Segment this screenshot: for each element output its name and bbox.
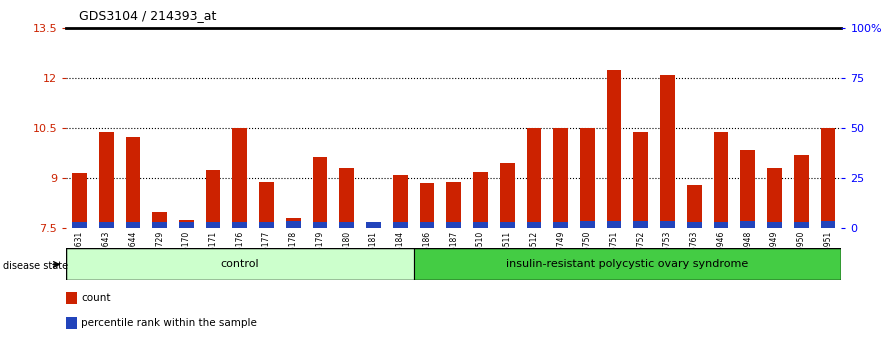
Bar (72, 222, 87, 228)
Bar (233, 222, 248, 228)
Bar (553, 222, 568, 228)
Bar (527, 222, 541, 228)
Bar (447, 222, 461, 228)
Bar (527, 129, 541, 228)
Bar (339, 169, 354, 228)
Bar (553, 129, 568, 228)
Bar (99, 132, 114, 228)
Bar (633, 221, 648, 228)
Bar (99, 222, 114, 228)
Text: count: count (81, 293, 110, 303)
Bar (126, 137, 140, 228)
Bar (660, 221, 675, 228)
Bar (339, 222, 354, 228)
Bar (419, 222, 434, 228)
Text: control: control (220, 259, 259, 269)
Bar (313, 157, 328, 228)
Bar (286, 218, 300, 228)
Bar (794, 222, 809, 228)
Bar (740, 221, 755, 228)
Bar (447, 182, 461, 228)
Bar (179, 222, 194, 228)
Bar (366, 225, 381, 228)
Bar (607, 70, 621, 228)
Bar (500, 163, 515, 228)
Bar (366, 222, 381, 228)
Bar (152, 222, 167, 228)
Bar (419, 183, 434, 228)
FancyBboxPatch shape (66, 248, 413, 280)
Bar (473, 172, 488, 228)
Bar (687, 222, 701, 228)
Bar (714, 222, 729, 228)
Bar (607, 221, 621, 228)
Bar (152, 212, 167, 228)
Bar (820, 221, 835, 228)
Bar (206, 170, 220, 228)
Bar (313, 222, 328, 228)
Bar (206, 222, 220, 228)
Text: percentile rank within the sample: percentile rank within the sample (81, 318, 257, 328)
Bar (259, 182, 274, 228)
Bar (580, 221, 595, 228)
Bar (660, 75, 675, 228)
Bar (767, 222, 781, 228)
Bar (393, 222, 408, 228)
Bar (233, 129, 248, 228)
Bar (126, 222, 140, 228)
Bar (393, 175, 408, 228)
Bar (794, 155, 809, 228)
Bar (580, 129, 595, 228)
Bar (473, 222, 488, 228)
Bar (740, 150, 755, 228)
Text: GDS3104 / 214393_at: GDS3104 / 214393_at (79, 9, 217, 22)
Bar (259, 222, 274, 228)
Bar (714, 132, 729, 228)
Text: disease state: disease state (3, 261, 68, 271)
Bar (286, 221, 300, 228)
Bar (500, 222, 515, 228)
Bar (767, 169, 781, 228)
Text: insulin-resistant polycystic ovary syndrome: insulin-resistant polycystic ovary syndr… (507, 259, 749, 269)
Bar (687, 185, 701, 228)
Bar (633, 132, 648, 228)
FancyBboxPatch shape (413, 248, 841, 280)
Bar (179, 220, 194, 228)
Bar (72, 173, 87, 228)
Bar (820, 129, 835, 228)
